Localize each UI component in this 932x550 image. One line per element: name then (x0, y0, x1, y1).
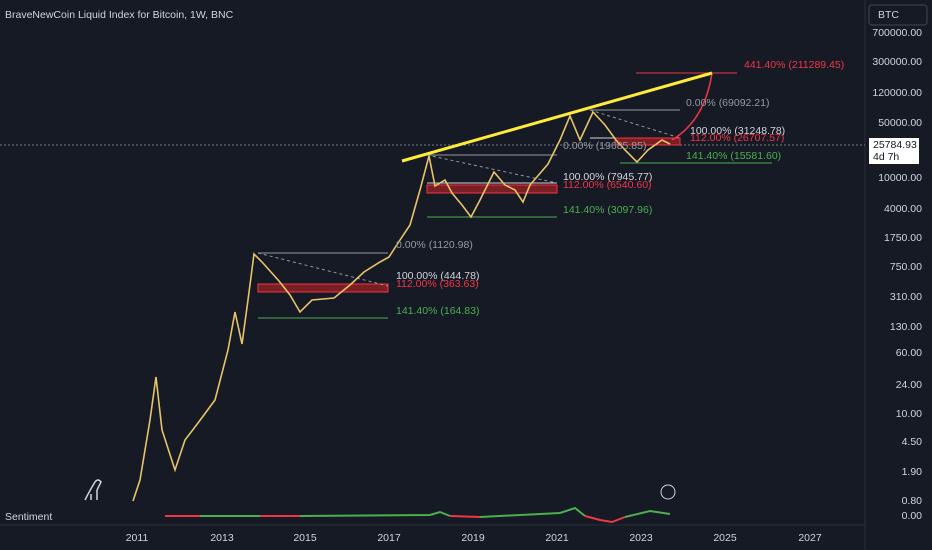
fib-label: 112.00% (6540.60) (563, 179, 652, 191)
countdown: 4d 7h (873, 151, 899, 163)
sentiment-line (165, 506, 671, 524)
price-series (132, 110, 671, 502)
time-axis-label: 2013 (210, 532, 234, 544)
fib-label: 141.40% (15581.60) (686, 150, 781, 162)
price-axis-label: 700000.00 (872, 27, 922, 39)
price-axis-label: 130.00 (890, 321, 922, 333)
price-axis-label: 1.90 (902, 466, 923, 478)
price-axis-label: 10000.00 (878, 172, 922, 184)
fib-label: 112.00% (363.63) (396, 278, 479, 290)
time-axis-label: 2025 (713, 532, 737, 544)
time-axis-label: 2023 (629, 532, 653, 544)
symbol-button[interactable] (868, 4, 928, 26)
fib-label: 141.40% (3097.96) (563, 204, 652, 216)
price-axis-label: 300000.00 (872, 56, 922, 68)
time-axis-label: 2015 (293, 532, 317, 544)
price-axis-label: 60.00 (896, 347, 922, 359)
price-axis-label: 0.80 (902, 495, 923, 507)
time-axis-label: 2011 (126, 532, 149, 544)
fib-label: 0.00% (69092.21) (686, 97, 769, 109)
logo-icon (84, 479, 102, 501)
fib-label: 100.00% (444.78) (396, 270, 479, 282)
labels: 700000.00 300000.00 120000.00 50000.00 10000… (126, 27, 922, 544)
time-axis-label: 2017 (377, 532, 401, 544)
price-axis-label: 120000.00 (872, 87, 922, 99)
chart-title: BraveNewCoin Liquid Index for Bitcoin, 1… (5, 9, 234, 21)
indicator-name: Sentiment (5, 511, 52, 523)
price-axis-label: 10.00 (896, 408, 922, 420)
price-axis-label: 4000.00 (884, 203, 922, 215)
time-axis-label: 2021 (545, 532, 569, 544)
price-axis-label: 50000.00 (878, 117, 922, 129)
fib-drawings (257, 72, 772, 319)
price-axis-label: 1750.00 (884, 232, 922, 244)
fib-label: 100.00% (7945.77) (563, 171, 652, 183)
time-axis-label: 2019 (461, 532, 485, 544)
last-price: 25784.93 (873, 139, 917, 151)
trend-line (401, 71, 713, 163)
fib-label: 141.40% (164.83) (396, 305, 479, 317)
time-axis-label: 2027 (798, 532, 822, 544)
last-price-box (869, 138, 919, 164)
symbol-button-label[interactable]: BTC (878, 9, 899, 21)
fib-label: 0.00% (19685.85) (563, 140, 646, 152)
price-axis-label: 310.00 (890, 291, 922, 303)
price-axis-label: 4.50 (902, 436, 923, 448)
fib-label: 441.40% (211289.45) (744, 59, 844, 71)
price-axis-label: 750.00 (890, 261, 922, 273)
fib-label: 0.00% (1120.98) (396, 239, 473, 251)
fib-label: 100.00% (31248.78) (690, 125, 785, 137)
price-axis-label: 0.00 (902, 510, 923, 522)
alert-icon[interactable] (660, 484, 676, 500)
fib-label: 112.00% (26707.57) (690, 132, 784, 144)
price-axis-label: 24.00 (896, 379, 922, 391)
